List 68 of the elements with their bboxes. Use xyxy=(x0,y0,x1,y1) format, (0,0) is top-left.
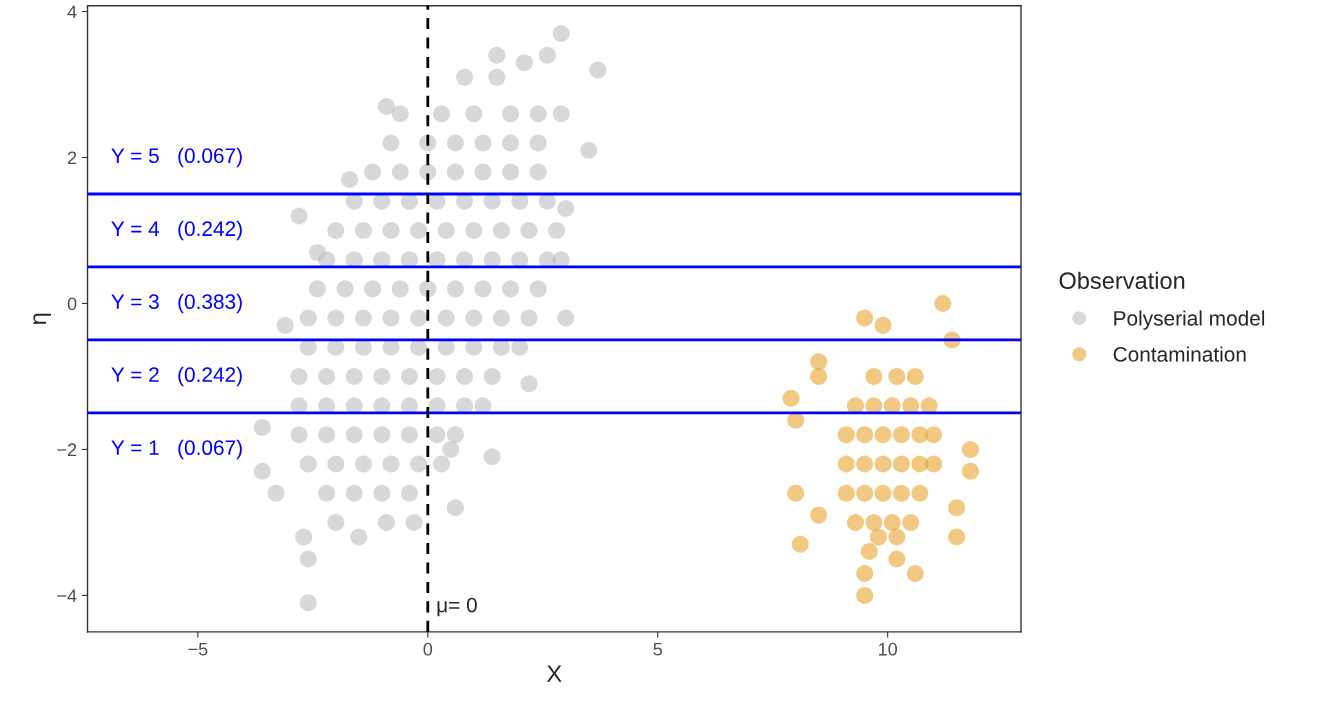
point xyxy=(906,367,924,385)
x-tick-label: −5 xyxy=(188,642,208,656)
point xyxy=(934,294,952,312)
point xyxy=(865,513,883,531)
point xyxy=(888,550,906,568)
point xyxy=(888,528,906,546)
point xyxy=(865,397,883,415)
point xyxy=(856,426,874,444)
point xyxy=(837,484,855,502)
point xyxy=(961,440,979,458)
point xyxy=(837,455,855,473)
point xyxy=(810,367,828,385)
point xyxy=(856,565,874,583)
x-tick-label: 10 xyxy=(879,642,897,656)
point xyxy=(787,484,805,502)
point xyxy=(902,513,920,531)
annotation: μ= 0 xyxy=(437,597,477,617)
y-tick-label: 2 xyxy=(67,151,77,165)
point xyxy=(791,535,809,553)
legend-label: Contamination xyxy=(1113,346,1246,362)
point xyxy=(925,455,943,473)
point xyxy=(961,462,979,480)
point xyxy=(782,389,800,407)
point xyxy=(948,499,966,517)
point xyxy=(846,397,864,415)
point xyxy=(865,367,883,385)
point xyxy=(920,397,938,415)
annotation: Y = 4 (0.242) xyxy=(111,220,242,241)
x-axis-title: X xyxy=(546,665,562,682)
y-axis-title: η xyxy=(33,313,51,325)
point xyxy=(810,353,828,371)
annotation: Y = 1 (0.067) xyxy=(111,439,242,460)
point xyxy=(846,513,864,531)
point xyxy=(883,397,901,415)
legend-label: Polyserial model xyxy=(1114,310,1265,330)
x-tick-label: 0 xyxy=(423,642,433,656)
point xyxy=(856,309,874,327)
point xyxy=(874,316,892,334)
point xyxy=(856,586,874,604)
annotation: Y = 3 (0.383) xyxy=(111,293,242,314)
point xyxy=(787,411,805,429)
annotation: Y = 2 (0.242) xyxy=(111,366,242,387)
point xyxy=(902,397,920,415)
point xyxy=(892,455,910,473)
point xyxy=(892,484,910,502)
y-tick-label: −4 xyxy=(57,589,77,602)
point xyxy=(874,484,892,502)
point xyxy=(869,528,887,546)
point xyxy=(856,455,874,473)
x-tick-label: 5 xyxy=(653,642,662,656)
point xyxy=(856,484,874,502)
point xyxy=(810,506,828,524)
point xyxy=(892,426,910,444)
point xyxy=(837,426,855,444)
legend-title: Observation xyxy=(1059,271,1185,290)
annotation: Y = 5 (0.067) xyxy=(111,147,242,168)
y-tick-label: −2 xyxy=(57,443,77,456)
y-tick-label: 0 xyxy=(67,297,77,311)
point xyxy=(888,367,906,385)
point xyxy=(925,426,943,444)
point xyxy=(883,513,901,531)
point xyxy=(911,484,929,502)
point xyxy=(906,565,924,583)
y-tick-label: 4 xyxy=(67,5,77,19)
point xyxy=(860,543,878,561)
point xyxy=(948,528,966,546)
point xyxy=(874,455,892,473)
point xyxy=(874,426,892,444)
